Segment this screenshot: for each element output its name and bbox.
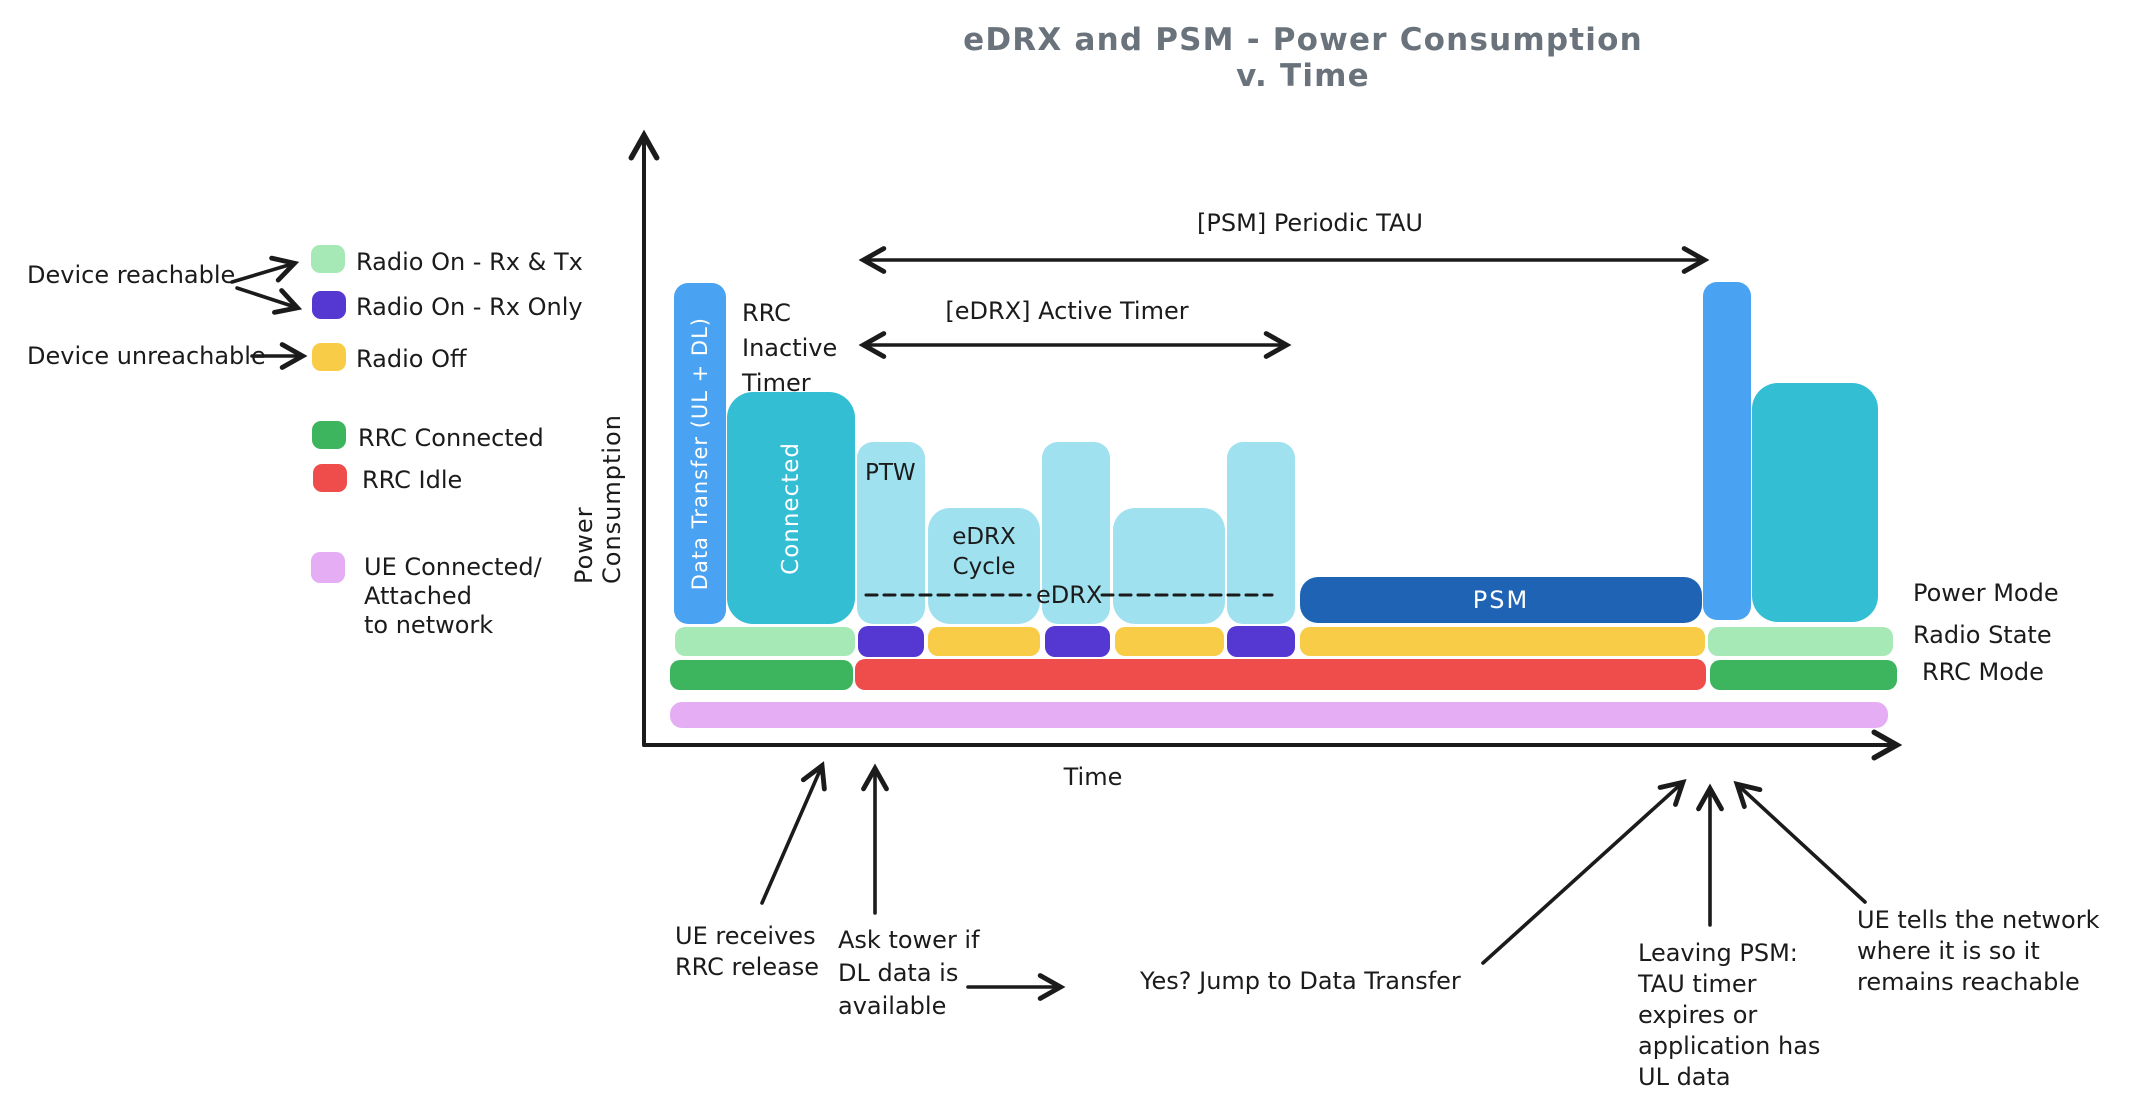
bar-connected-label: Connected — [778, 441, 804, 575]
radio-state-rx-only-2 — [1045, 626, 1110, 657]
radio-state-rx-only-1 — [858, 626, 924, 657]
bar-connected-left: Connected — [727, 392, 855, 624]
rrc-release-arrow — [760, 761, 827, 905]
ptw-label: PTW — [865, 460, 916, 486]
row-label-power-mode: Power Mode — [1913, 579, 2059, 607]
legend-device-unreachable-label: Device unreachable — [27, 342, 266, 370]
reachable-arrow-2 — [235, 286, 303, 315]
bar-data-transfer-right — [1703, 282, 1751, 620]
edrx-active-timer-label: [eDRX] Active Timer — [945, 297, 1189, 325]
legend-swatch-radio-on-rx-only — [312, 291, 346, 319]
radio-state-rx-tx-2 — [1708, 627, 1893, 656]
rrc-inactive-timer-label: RRC Inactive Timer — [742, 299, 838, 397]
bar-ptw-1: PTW — [857, 442, 925, 624]
row-label-radio-state: Radio State — [1913, 621, 2052, 649]
psm-periodic-tau-label: [PSM] Periodic TAU — [1197, 209, 1423, 237]
legend-label-radio-on-rx-tx: Radio On - Rx & Tx — [356, 248, 583, 276]
legend-swatch-rrc-idle — [313, 464, 347, 492]
legend-swatch-ue-connected — [311, 552, 345, 583]
bar-connected-right — [1752, 383, 1878, 622]
radio-state-off-2 — [1115, 627, 1224, 656]
reachable-arrow-1 — [230, 255, 300, 284]
radio-state-rx-only-3 — [1227, 626, 1295, 657]
legend-label-ue-connected: UE Connected/ Attached to network — [364, 553, 542, 639]
y-axis-label-wrap: Power Consumption — [570, 352, 626, 584]
ue-tells-arrow — [1733, 780, 1867, 904]
radio-state-off-1 — [928, 627, 1040, 656]
legend-label-radio-on-rx-only: Radio On - Rx Only — [356, 293, 583, 321]
x-axis-label: Time — [1063, 763, 1123, 791]
bar-data-transfer-label: Data Transfer (UL + DL) — [688, 316, 712, 591]
bar-edrx-cycle-1: eDRX Cycle — [928, 508, 1040, 624]
psm-label: PSM — [1472, 586, 1530, 614]
edrx-dashed-line-label: eDRX — [1036, 581, 1103, 609]
legend-label-rrc-idle: RRC Idle — [362, 466, 463, 494]
diagram-title: eDRX and PSM - Power Consumption v. Time — [963, 22, 1643, 94]
rrc-mode-connected-1 — [670, 660, 853, 690]
y-axis-label: Power Consumption — [570, 414, 626, 584]
legend-swatch-radio-off — [312, 343, 346, 371]
radio-state-off-3 — [1300, 627, 1705, 656]
legend-swatch-rrc-connected — [312, 421, 346, 449]
edrx-cycle-label: eDRX Cycle — [952, 524, 1016, 580]
annotation-yes-jump: Yes? Jump to Data Transfer — [1140, 967, 1461, 995]
rrc-mode-connected-2 — [1710, 660, 1897, 690]
annotation-ask-tower: Ask tower if DL data is available — [838, 926, 980, 1020]
bar-data-transfer-left: Data Transfer (UL + DL) — [674, 283, 726, 624]
annotation-ue-tells: UE tells the network where it is so it r… — [1857, 906, 2100, 996]
annotation-leaving-psm: Leaving PSM: TAU timer expires or applic… — [1638, 939, 1821, 1091]
rrc-mode-idle — [855, 659, 1706, 690]
legend-device-reachable-label: Device reachable — [27, 261, 236, 289]
legend-label-rrc-connected: RRC Connected — [358, 424, 544, 452]
bar-ptw-3 — [1227, 442, 1295, 624]
bar-ptw-2 — [1042, 442, 1110, 624]
bar-edrx-cycle-2 — [1113, 508, 1225, 624]
ue-attached-row — [670, 702, 1888, 728]
jump-to-data-transfer-arrow — [1481, 778, 1687, 965]
legend-label-radio-off: Radio Off — [356, 345, 467, 373]
legend-swatch-radio-on-rx-tx — [311, 245, 345, 273]
radio-state-rx-tx-1 — [675, 627, 855, 656]
bar-psm: PSM — [1300, 577, 1702, 623]
annotation-rrc-release: UE receives RRC release — [675, 922, 820, 981]
row-label-rrc-mode: RRC Mode — [1922, 658, 2044, 686]
